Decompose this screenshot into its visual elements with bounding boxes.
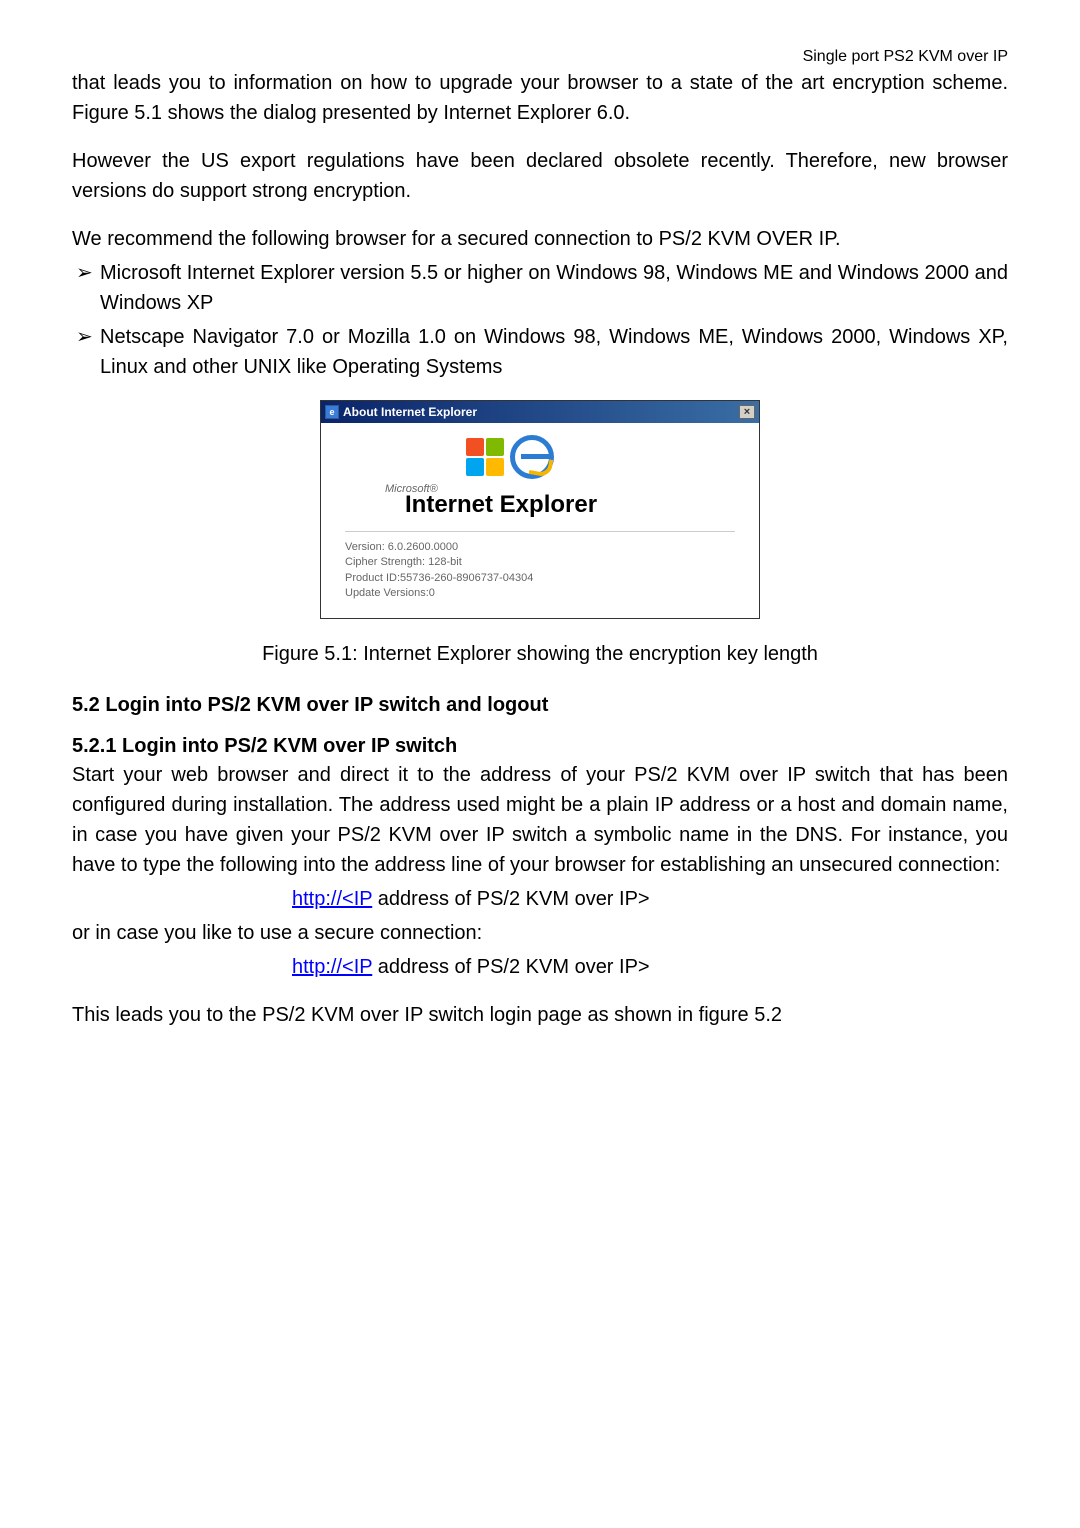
- product-line: Product ID:55736-260-8906737-04304: [345, 571, 735, 586]
- about-dialog: e About Internet Explorer × Microsoft® I…: [320, 400, 760, 619]
- section-5-2-1-heading: 5.2.1 Login into PS/2 KVM over IP switch: [72, 735, 1008, 758]
- page-header: Single port PS2 KVM over IP: [72, 48, 1008, 66]
- dialog-figure: e About Internet Explorer × Microsoft® I…: [72, 400, 1008, 619]
- ie-e-icon: [510, 435, 554, 479]
- paragraph-1: that leads you to information on how to …: [72, 68, 1008, 128]
- list-item: ➢ Netscape Navigator 7.0 or Mozilla 1.0 …: [72, 322, 1008, 382]
- close-icon[interactable]: ×: [739, 405, 755, 419]
- list-item-text: Microsoft Internet Explorer version 5.5 …: [100, 258, 1008, 318]
- paragraph-2: However the US export regulations have b…: [72, 146, 1008, 206]
- url-rest-1: address of PS/2 KVM over IP>: [372, 888, 649, 910]
- dialog-title: About Internet Explorer: [343, 405, 739, 419]
- paragraph-3: We recommend the following browser for a…: [72, 224, 1008, 254]
- dialog-info: Version: 6.0.2600.0000 Cipher Strength: …: [345, 531, 735, 602]
- figure-caption: Figure 5.1: Internet Explorer showing th…: [72, 643, 1008, 666]
- windows-flag-icon: [466, 438, 504, 476]
- url-rest-2: address of PS/2 KVM over IP>: [372, 956, 649, 978]
- cipher-line: Cipher Strength: 128-bit: [345, 555, 735, 570]
- paragraph-6: This leads you to the PS/2 KVM over IP s…: [72, 1000, 1008, 1030]
- dialog-titlebar: e About Internet Explorer ×: [321, 401, 759, 423]
- ie-logo: Microsoft® Internet Explorer: [345, 435, 735, 519]
- list-item-text: Netscape Navigator 7.0 or Mozilla 1.0 on…: [100, 322, 1008, 382]
- ie-window-icon: e: [325, 405, 339, 419]
- section-5-2-heading: 5.2 Login into PS/2 KVM over IP switch a…: [72, 694, 1008, 717]
- browser-list: ➢ Microsoft Internet Explorer version 5.…: [72, 258, 1008, 382]
- url-line-2: http://<IP address of PS/2 KVM over IP>: [72, 952, 1008, 982]
- url-link-1[interactable]: http://<IP: [292, 888, 372, 910]
- url-link-2[interactable]: http://<IP: [292, 956, 372, 978]
- bullet-icon: ➢: [72, 258, 100, 318]
- paragraph-5: or in case you like to use a secure conn…: [72, 918, 1008, 948]
- url-line-1: http://<IP address of PS/2 KVM over IP>: [72, 884, 1008, 914]
- dialog-body: Microsoft® Internet Explorer Version: 6.…: [321, 423, 759, 618]
- list-item: ➢ Microsoft Internet Explorer version 5.…: [72, 258, 1008, 318]
- paragraph-4: Start your web browser and direct it to …: [72, 760, 1008, 880]
- internet-explorer-label: Internet Explorer: [405, 491, 597, 519]
- update-line: Update Versions:0: [345, 586, 735, 601]
- version-line: Version: 6.0.2600.0000: [345, 540, 735, 555]
- bullet-icon: ➢: [72, 322, 100, 382]
